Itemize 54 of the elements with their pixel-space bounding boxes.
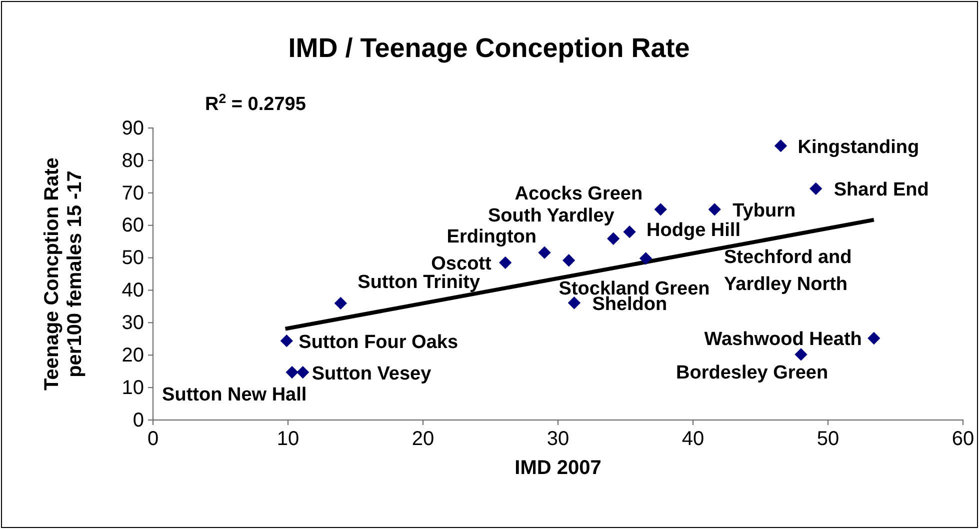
point: [296, 366, 310, 379]
point: [286, 366, 298, 379]
point: [794, 348, 808, 361]
annotation: Sutton Vesey: [312, 363, 432, 384]
annotation: Sheldon: [592, 294, 668, 315]
x-tick-label: 60: [952, 428, 974, 450]
y-tick-label: 70: [122, 182, 144, 204]
x-tick-label: 10: [276, 428, 300, 450]
point: [654, 203, 667, 216]
x-tick-label: 40: [682, 428, 704, 450]
annotation: Washwood Heath: [704, 329, 862, 350]
point: [708, 203, 721, 216]
annotation: South Yardley: [488, 206, 615, 227]
annotation: Erdington: [446, 226, 536, 248]
point: [810, 182, 822, 195]
point: [639, 252, 652, 265]
annotation: Sutton Four Oaks: [298, 332, 458, 353]
y-tick-label: 60: [122, 214, 144, 237]
annotation: Acocks Green: [514, 183, 643, 204]
point: [280, 334, 293, 348]
point: [499, 256, 512, 269]
y-tick-label: 80: [122, 150, 144, 172]
annotation: Tyburn: [732, 200, 796, 222]
text: R$^{2}$ = 0.2795: [205, 90, 306, 115]
point: [607, 232, 620, 245]
y-tick-label: 0: [132, 409, 144, 432]
x-axis-title: IMD 2007: [514, 457, 602, 479]
annotation: Hodge Hill: [646, 220, 741, 241]
y-tick-label: 20: [122, 344, 144, 367]
annotation: Sutton Trinity: [358, 272, 481, 294]
annotation: Sutton New Hall: [162, 384, 307, 406]
annotation: Bordesley Green: [676, 362, 828, 384]
point: [623, 226, 636, 238]
y-tick-label: 40: [122, 280, 144, 302]
point: [562, 254, 576, 267]
y-tick-label: 30: [122, 312, 144, 334]
annotation: Shard End: [834, 180, 929, 201]
x-tick-label: 0: [147, 428, 159, 450]
annotation: Stechford and Yardley North: [724, 247, 852, 295]
y-axis-title: Teenage Concption Rate per100 females 15 -17: [41, 158, 86, 390]
x-tick-label: 20: [412, 428, 434, 450]
point: [568, 296, 581, 310]
y-tick-label: 50: [122, 247, 144, 270]
x-tick-label: 50: [816, 428, 840, 450]
point: [868, 332, 880, 345]
x-tick-label: 30: [546, 428, 570, 450]
y-tick-label: 10: [122, 376, 144, 399]
annotation: Oscott: [431, 254, 492, 275]
y-tick-label: 90: [122, 117, 144, 140]
chart-title: IMD / Teenage Conception Rate: [288, 33, 690, 63]
point: [538, 246, 551, 259]
annotation: Kingstanding: [798, 136, 920, 158]
point: [334, 296, 347, 310]
point: [774, 140, 788, 152]
